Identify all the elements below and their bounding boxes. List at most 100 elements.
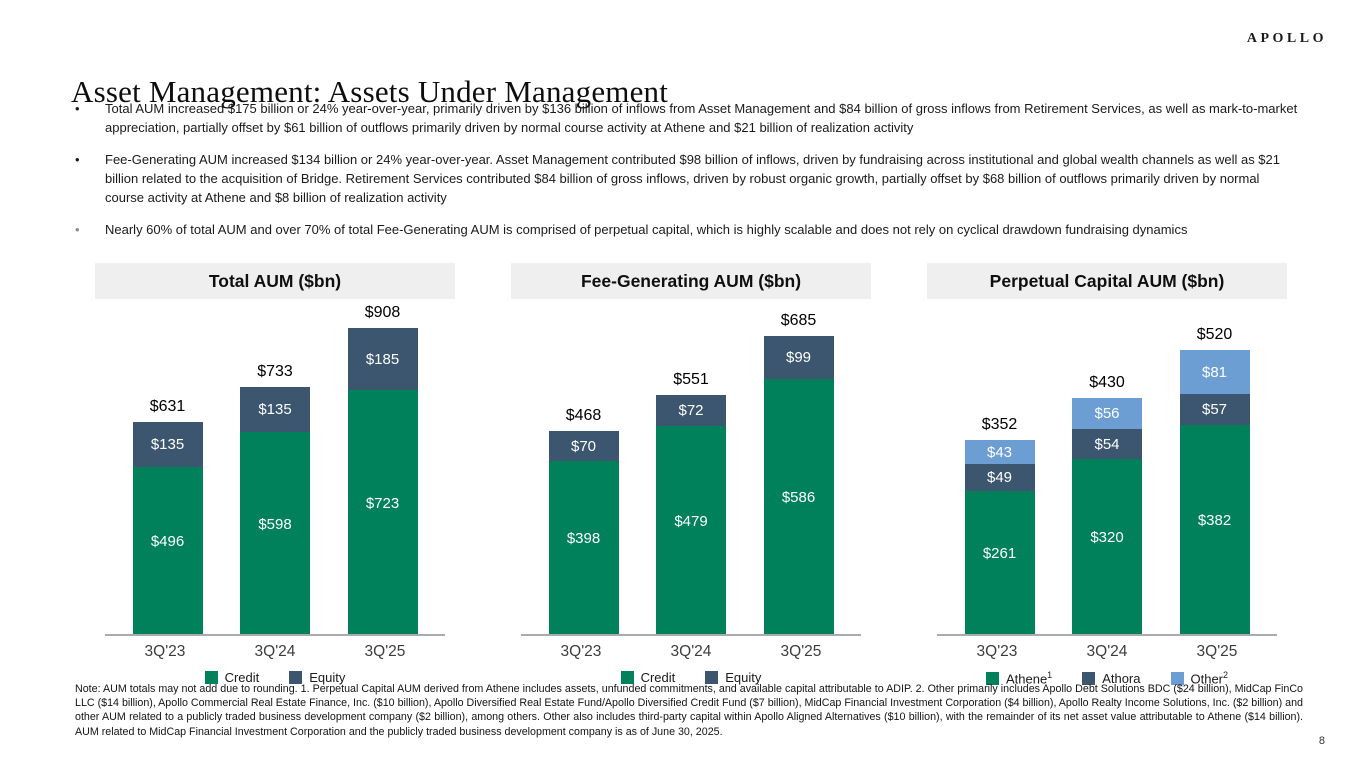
bar-group-3Q'24: $733 $598 $135 xyxy=(240,363,310,634)
bar-segment-equity: $70 xyxy=(548,431,619,461)
legend-item-equity: Equity xyxy=(289,670,345,685)
chart-1: Total AUM ($bn) $631 $496 $135 $733 $598 $135 $… xyxy=(95,263,455,685)
legend-item-other: Other2 xyxy=(1170,670,1229,687)
chart-plot-area: $352 $261 $49 $43 $430 $320 $54 $56 $520 $382 $57 $… xyxy=(927,299,1287,636)
bar-segment-other: $81 xyxy=(1179,350,1250,394)
bar-segment-credit: $598 xyxy=(240,432,310,634)
segment-value-label: $261 xyxy=(982,545,1017,562)
bar-group-3Q'25: $908 $723 $185 xyxy=(347,304,418,634)
bar-segment-athora: $54 xyxy=(1072,429,1142,459)
bar-segment-equity: $135 xyxy=(240,387,310,432)
chart-plot-area: $468 $398 $70 $551 $479 $72 $685 $586 $99 xyxy=(511,299,871,636)
stacked-bar: $496 $135 xyxy=(132,422,203,634)
segment-value-label: $72 xyxy=(678,402,704,419)
stacked-bar: $723 $185 xyxy=(347,328,418,634)
bar-segment-credit: $496 xyxy=(132,467,203,634)
bar-group-3Q'23: $352 $261 $49 $43 xyxy=(964,416,1035,634)
legend-footnote-ref: 1 xyxy=(1047,670,1053,680)
bullet-text: Nearly 60% of total AUM and over 70% of … xyxy=(105,222,1188,237)
segment-value-label: $479 xyxy=(674,512,708,530)
bullet-marker: • xyxy=(75,101,80,116)
legend-swatch xyxy=(620,671,634,684)
x-axis-label: 3Q'25 xyxy=(1196,643,1238,660)
segment-value-label: $54 xyxy=(1094,435,1120,453)
x-axis-labels: 3Q'23 3Q'24 3Q'25 xyxy=(511,636,871,661)
stacked-bar: $398 $70 xyxy=(548,431,619,634)
legend-swatch xyxy=(289,671,303,684)
segment-value-label: $99 xyxy=(785,349,812,366)
segment-value-label: $135 xyxy=(258,401,292,418)
x-axis-labels: 3Q'23 3Q'24 3Q'25 xyxy=(927,636,1287,661)
legend-item-credit: Credit xyxy=(620,670,676,685)
legend-label: Equity xyxy=(309,670,346,685)
apollo-logo: APOLLO xyxy=(1246,31,1327,46)
segment-value-label: $135 xyxy=(150,436,185,453)
legend-swatch xyxy=(1082,671,1096,685)
bar-segment-other: $56 xyxy=(1072,398,1142,429)
bar-total-label: $551 xyxy=(673,371,709,388)
page-title: Asset Management: Assets Under Managemen… xyxy=(71,73,669,109)
segment-value-label: $320 xyxy=(1090,529,1124,546)
legend-label: Other2 xyxy=(1190,670,1229,687)
legend-label: Athora xyxy=(1102,670,1141,686)
x-axis-label: 3Q'25 xyxy=(364,643,406,660)
stacked-bar: $598 $135 xyxy=(240,387,310,634)
stacked-bar: $479 $72 xyxy=(656,395,726,634)
bar-segment-credit: $723 xyxy=(347,390,418,634)
stacked-bar: $382 $57 $81 xyxy=(1179,350,1250,634)
bar-segment-equity: $99 xyxy=(763,336,834,379)
x-axis-line xyxy=(105,634,445,636)
bar-group-3Q'25: $685 $586 $99 xyxy=(763,312,834,634)
bar-segment-athora: $57 xyxy=(1179,394,1250,425)
bar-segment-credit: $586 xyxy=(763,379,834,634)
chart-legend: Athene1 Athora Other2 xyxy=(927,670,1287,686)
legend-item-athene: Athene1 xyxy=(985,670,1053,687)
bullet-item: • Fee-Generating AUM increased $134 bill… xyxy=(75,150,1300,207)
bar-total-label: $352 xyxy=(981,416,1018,433)
stacked-bar: $586 $99 xyxy=(763,336,834,634)
bar-segment-equity: $135 xyxy=(132,422,203,467)
stacked-bar: $261 $49 $43 xyxy=(964,440,1035,634)
x-axis-label: 3Q'23 xyxy=(560,643,602,660)
x-axis-label: 3Q'24 xyxy=(254,643,296,660)
bar-segment-athene: $382 xyxy=(1179,425,1250,634)
bar-segment-credit: $479 xyxy=(656,426,726,634)
stacked-bar: $320 $54 $56 xyxy=(1072,398,1142,634)
legend-label: Credit xyxy=(640,670,676,685)
x-axis-label: 3Q'24 xyxy=(1086,643,1128,660)
bar-total-label: $631 xyxy=(149,398,186,415)
x-axis-labels: 3Q'23 3Q'24 3Q'25 xyxy=(95,636,455,661)
chart-bars: $468 $398 $70 $551 $479 $72 $685 $586 $99 xyxy=(511,299,871,634)
chart-title: Perpetual Capital AUM ($bn) xyxy=(927,263,1287,299)
chart-title: Fee-Generating AUM ($bn) xyxy=(511,263,871,299)
bullet-marker: • xyxy=(75,152,80,167)
bar-segment-athene: $320 xyxy=(1072,459,1142,634)
bar-segment-other: $43 xyxy=(964,440,1035,464)
legend-swatch xyxy=(705,671,719,684)
segment-value-label: $723 xyxy=(365,494,400,512)
bullet-item: • Nearly 60% of total AUM and over 70% o… xyxy=(75,220,1300,239)
x-axis-line xyxy=(937,634,1277,636)
segment-value-label: $598 xyxy=(258,515,292,533)
footnote: Note: AUM totals may not add due to roun… xyxy=(75,683,1303,738)
bar-total-label: $430 xyxy=(1089,374,1125,391)
bar-total-label: $468 xyxy=(565,407,602,424)
segment-value-label: $57 xyxy=(1201,401,1228,418)
bar-total-label: $733 xyxy=(257,363,293,380)
segment-value-label: $382 xyxy=(1197,512,1232,529)
bar-group-3Q'23: $468 $398 $70 xyxy=(548,407,619,634)
legend-label: Athene1 xyxy=(1005,670,1053,687)
bar-segment-equity: $72 xyxy=(656,395,726,426)
segment-value-label: $49 xyxy=(986,469,1013,486)
segment-value-label: $185 xyxy=(365,350,400,368)
bar-group-3Q'24: $430 $320 $54 $56 xyxy=(1072,374,1142,634)
chart-3: Perpetual Capital AUM ($bn) $352 $261 $49 $4… xyxy=(927,263,1287,686)
x-axis-label: 3Q'25 xyxy=(780,643,822,660)
chart-bars: $631 $496 $135 $733 $598 $135 $908 $723 $185 xyxy=(95,299,455,634)
legend-item-credit: Credit xyxy=(204,670,259,685)
legend-swatch xyxy=(1170,671,1184,685)
page-number: 8 xyxy=(1318,735,1325,747)
chart-title: Total AUM ($bn) xyxy=(95,263,455,299)
legend-item-equity: Equity xyxy=(705,670,761,685)
bar-group-3Q'23: $631 $496 $135 xyxy=(132,398,203,634)
